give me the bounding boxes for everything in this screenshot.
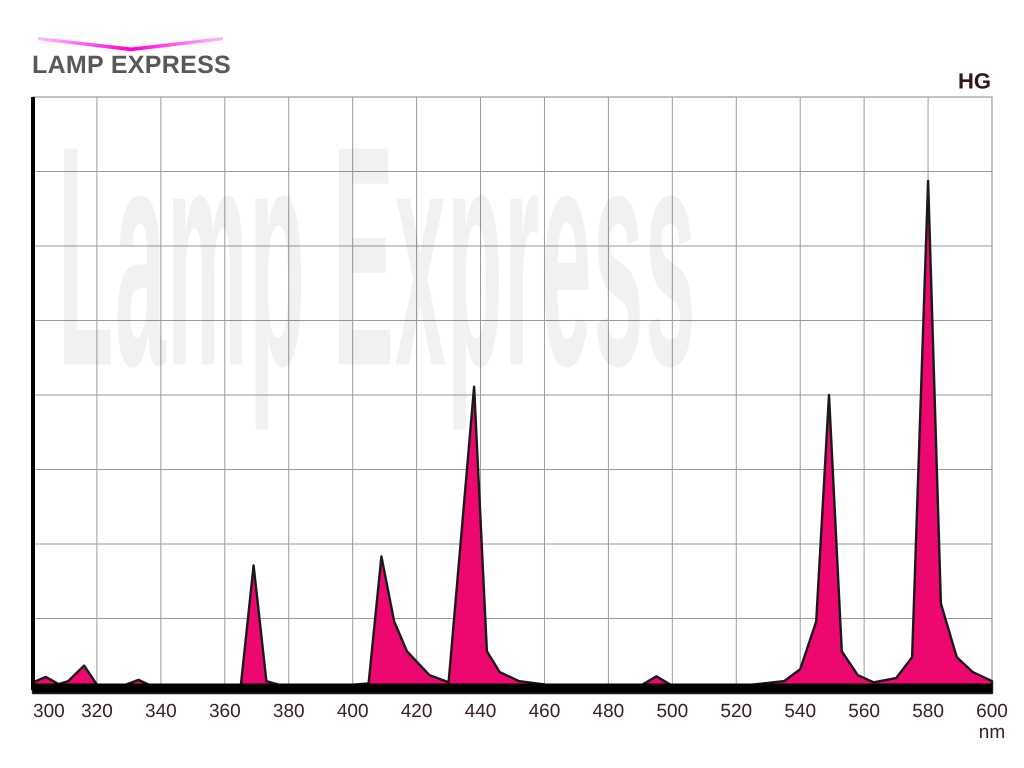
svg-text:500: 500 [656,701,688,722]
svg-text:560: 560 [848,701,880,722]
svg-text:340: 340 [145,701,177,722]
svg-text:300: 300 [33,701,65,722]
svg-text:360: 360 [209,701,241,722]
svg-text:460: 460 [529,701,561,722]
svg-text:HG: HG [958,69,991,94]
svg-text:320: 320 [81,701,113,722]
svg-text:420: 420 [401,701,433,722]
svg-text:600: 600 [976,701,1008,722]
svg-text:440: 440 [465,701,497,722]
svg-text:380: 380 [273,701,305,722]
svg-text:540: 540 [784,701,816,722]
svg-text:520: 520 [720,701,752,722]
svg-text:480: 480 [593,701,625,722]
svg-text:580: 580 [912,701,944,722]
svg-text:400: 400 [337,701,369,722]
svg-text:nm: nm [979,722,1005,743]
